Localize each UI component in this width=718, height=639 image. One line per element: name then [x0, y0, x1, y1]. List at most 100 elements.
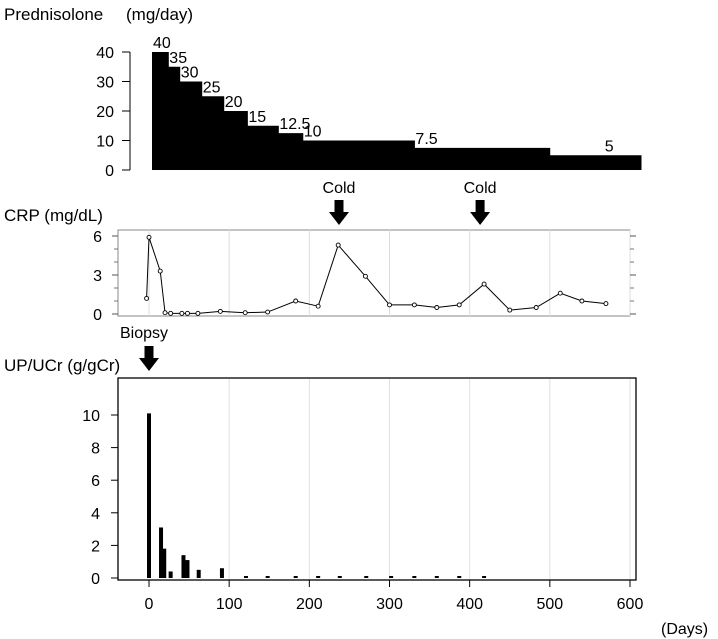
dose-label: 30 — [181, 65, 199, 82]
upucr-bar — [293, 576, 298, 578]
dose-step — [201, 96, 225, 170]
dose-step — [302, 140, 415, 170]
upucr-title: UP/UCr (g/gCr) — [4, 356, 120, 375]
crp-point — [363, 273, 368, 279]
y-tick-label: 3 — [93, 268, 102, 285]
upucr-bar — [219, 568, 224, 578]
upucr-bar — [389, 576, 394, 578]
crp-point — [265, 309, 271, 315]
crp-point — [168, 310, 174, 316]
y-tick-label: 0 — [105, 163, 114, 180]
upucr-grid — [228, 379, 631, 579]
crp-title: CRP (mg/dL) — [4, 206, 103, 225]
upucr-bar — [196, 569, 201, 578]
dose-step — [278, 133, 304, 170]
upucr-bar — [265, 576, 270, 578]
upucr-bar — [457, 576, 462, 578]
dose-step — [168, 66, 181, 170]
biopsy-arrow — [139, 346, 159, 371]
upucr-bar — [159, 527, 164, 578]
dose-step — [414, 147, 551, 170]
upucr-plot-frame — [117, 377, 637, 581]
y-tick-label: 6 — [91, 473, 100, 490]
upucr-bar — [337, 576, 342, 578]
prednisolone-y-axis: 0 10 20 30 40 — [96, 45, 131, 180]
y-tick-label: 10 — [96, 134, 114, 151]
crp-point — [411, 302, 417, 308]
crp-series — [144, 234, 609, 316]
dose-label: 25 — [203, 79, 221, 96]
crp-point — [387, 302, 392, 308]
crp-point — [335, 242, 341, 248]
crp-point — [507, 307, 513, 313]
cold-arrow — [328, 200, 349, 225]
crp-point — [179, 310, 185, 316]
y-tick-label: 20 — [96, 104, 114, 121]
crp-point — [557, 290, 563, 296]
x-tick-label: 0 — [145, 596, 154, 613]
crp-line — [146, 237, 607, 314]
y-tick-label: 0 — [91, 571, 100, 588]
dose-label: 35 — [169, 50, 187, 67]
y-tick-label: 30 — [96, 75, 114, 92]
x-tick-label: 400 — [456, 596, 483, 613]
y-tick-label: 8 — [91, 441, 100, 458]
crp-point — [293, 298, 299, 304]
crp-point — [185, 310, 190, 316]
dose-label: 15 — [248, 109, 266, 126]
dose-label: 12.5 — [279, 116, 310, 133]
x-axis-label: (Days) — [661, 621, 708, 638]
dose-step — [179, 81, 203, 170]
upucr-bar — [316, 576, 321, 578]
dose-step — [549, 155, 642, 170]
upucr-bars — [147, 413, 487, 578]
crp-point — [434, 305, 440, 310]
dose-label: 7.5 — [415, 131, 437, 148]
crp-point — [315, 303, 321, 309]
upucr-bar — [364, 576, 369, 578]
y-tick-label: 4 — [91, 506, 100, 523]
upucr-bar — [168, 571, 173, 578]
x-tick-label: 600 — [617, 596, 644, 613]
x-tick-label: 500 — [536, 596, 563, 613]
upucr-bar — [147, 413, 151, 578]
dose-step — [223, 111, 248, 170]
crp-annotations: Cold Cold — [323, 180, 497, 225]
upucr-bar — [434, 576, 439, 578]
prednisolone-title: Prednisolone — [4, 5, 103, 24]
dose-label: 20 — [225, 94, 243, 111]
biopsy-annotation: Biopsy — [120, 325, 168, 342]
prednisolone-unit-label: (mg/day) — [126, 5, 193, 24]
crp-point — [579, 298, 585, 304]
crp-point — [242, 310, 248, 316]
cold-arrow — [470, 200, 491, 225]
upucr-annotations: Biopsy — [120, 325, 168, 371]
crp-point — [157, 268, 163, 274]
dose-label: 40 — [153, 35, 171, 52]
upucr-bar — [185, 560, 190, 578]
upucr-bar — [482, 576, 487, 578]
crp-plot-frame — [117, 229, 631, 317]
x-tick-label: 300 — [376, 596, 403, 613]
cold-annotation: Cold — [464, 180, 497, 197]
y-tick-label: 0 — [93, 307, 102, 324]
crp-point — [456, 302, 462, 308]
crp-point — [162, 310, 168, 316]
dose-label: 10 — [304, 124, 322, 141]
crp-y-axis: 0 3 6 — [93, 229, 636, 324]
crp-point — [603, 301, 609, 307]
x-tick-label: 200 — [296, 596, 323, 613]
upucr-bar — [412, 576, 417, 578]
crp-point — [481, 281, 487, 287]
x-tick-label: 100 — [216, 596, 243, 613]
dose-step — [247, 125, 279, 170]
dose-step — [152, 52, 169, 170]
y-tick-label: 6 — [93, 229, 102, 246]
crp-panel: CRP (mg/dL) 0 3 6 Cold Cold — [4, 180, 636, 324]
crp-point — [195, 310, 201, 316]
crp-grid — [148, 230, 631, 316]
upucr-bar — [181, 555, 186, 578]
